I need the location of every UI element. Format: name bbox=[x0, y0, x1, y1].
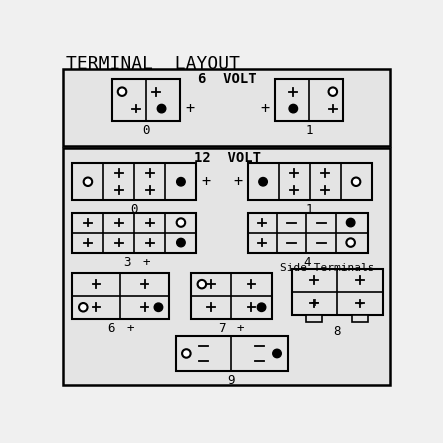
Circle shape bbox=[346, 218, 355, 227]
Text: +: + bbox=[310, 296, 319, 311]
Circle shape bbox=[79, 303, 88, 311]
Circle shape bbox=[177, 178, 185, 186]
Bar bbox=[72, 272, 169, 319]
Bar bbox=[292, 269, 383, 315]
Circle shape bbox=[157, 105, 166, 113]
Text: +: + bbox=[186, 101, 195, 116]
Bar bbox=[175, 336, 288, 371]
Bar bbox=[248, 163, 372, 200]
Text: +: + bbox=[201, 174, 210, 189]
Text: Side Terminals: Side Terminals bbox=[280, 264, 375, 273]
Text: 1: 1 bbox=[305, 124, 313, 137]
Text: +: + bbox=[237, 322, 245, 335]
Bar bbox=[352, 315, 368, 322]
Text: 8: 8 bbox=[334, 325, 341, 338]
Bar bbox=[72, 163, 196, 200]
Circle shape bbox=[352, 178, 360, 186]
Text: 4: 4 bbox=[303, 256, 311, 268]
Text: 7: 7 bbox=[218, 322, 226, 335]
Bar bbox=[248, 213, 368, 253]
Text: 12  VOLT: 12 VOLT bbox=[194, 151, 261, 165]
Circle shape bbox=[198, 280, 206, 288]
Circle shape bbox=[118, 87, 126, 96]
Circle shape bbox=[329, 87, 337, 96]
Circle shape bbox=[289, 105, 298, 113]
Text: 0: 0 bbox=[142, 124, 150, 137]
Bar bbox=[63, 148, 390, 385]
Circle shape bbox=[346, 238, 355, 247]
Text: 6: 6 bbox=[107, 322, 115, 335]
Text: +: + bbox=[126, 322, 133, 335]
Bar bbox=[112, 79, 180, 121]
Bar bbox=[191, 272, 272, 319]
Bar bbox=[63, 69, 390, 146]
Text: 0: 0 bbox=[131, 203, 138, 216]
Circle shape bbox=[177, 238, 185, 247]
Circle shape bbox=[182, 349, 190, 358]
Circle shape bbox=[84, 178, 92, 186]
Circle shape bbox=[154, 303, 163, 311]
Text: +: + bbox=[260, 101, 269, 116]
Bar bbox=[72, 213, 196, 253]
Text: 9: 9 bbox=[228, 374, 235, 387]
Bar bbox=[307, 315, 322, 322]
Text: 6  VOLT: 6 VOLT bbox=[198, 72, 257, 85]
Circle shape bbox=[177, 218, 185, 227]
Bar bbox=[275, 79, 343, 121]
Text: TERMINAL  LAYOUT: TERMINAL LAYOUT bbox=[66, 54, 240, 73]
Text: +: + bbox=[142, 256, 150, 268]
Text: +: + bbox=[234, 174, 243, 189]
Circle shape bbox=[259, 178, 267, 186]
Circle shape bbox=[273, 349, 281, 358]
Text: -: - bbox=[355, 296, 365, 311]
Text: 1: 1 bbox=[306, 203, 313, 216]
Circle shape bbox=[257, 303, 266, 311]
Text: 3: 3 bbox=[123, 256, 130, 268]
